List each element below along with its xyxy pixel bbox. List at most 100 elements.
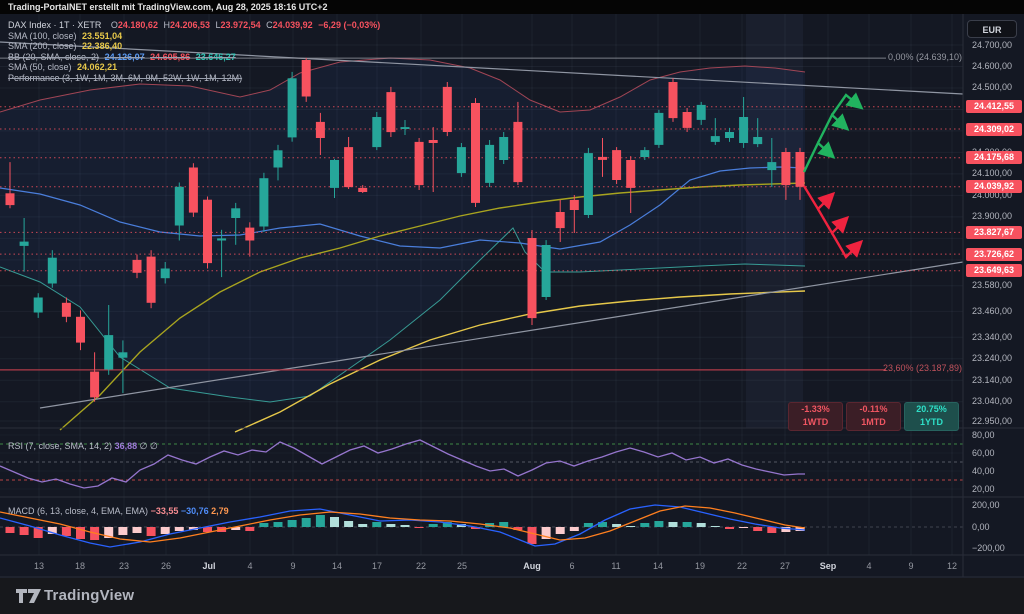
time-axis-label[interactable]: 17	[371, 561, 382, 571]
candle	[682, 112, 692, 128]
rsi-legend-row[interactable]: RSI (7, close, SMA, 14, 2) 36,88 ∅ ∅	[8, 441, 158, 452]
candle	[400, 127, 410, 129]
candle	[90, 371, 100, 398]
macd-histogram-bar	[132, 527, 142, 533]
time-axis-label[interactable]: 19	[694, 561, 705, 571]
candle	[485, 144, 495, 183]
sma50-label[interactable]: SMA (50, close)	[8, 62, 72, 72]
price-level-badge[interactable]: 24.175,68	[966, 151, 1022, 165]
macd-histogram-bar	[188, 527, 198, 530]
price-axis-label: 22.950,00	[972, 415, 1013, 426]
candle	[668, 82, 678, 119]
price-axis-label: 23.340,00	[972, 331, 1013, 342]
time-axis-month-label[interactable]: Sep	[819, 561, 837, 571]
sma200-label[interactable]: SMA (200, close)	[8, 41, 77, 51]
price-level-badge[interactable]: 24.039,92	[966, 180, 1022, 194]
macd-histogram-bar	[626, 526, 636, 527]
perf-period: 1MTD	[861, 417, 886, 427]
performance-label[interactable]: Performance (3, 1W, 1M, 3M, 6M, 9M, 52W,…	[8, 72, 243, 83]
time-axis-label[interactable]: 9	[290, 561, 296, 571]
macd-histogram-bar	[273, 522, 283, 527]
time-axis-label[interactable]: 23	[118, 561, 129, 571]
candle	[358, 187, 368, 192]
macd-axis-label: 0,00	[972, 521, 990, 532]
macd-histogram-bar	[781, 527, 791, 532]
macd-histogram-bar	[725, 527, 734, 529]
rsi-line	[0, 439, 805, 489]
time-axis-label[interactable]: 22	[415, 561, 426, 571]
tradingview-logo-icon[interactable]	[16, 587, 42, 605]
time-axis-label[interactable]: 6	[569, 561, 575, 571]
macd-histogram-bar	[400, 525, 410, 527]
time-axis-month-label[interactable]: Aug	[523, 561, 541, 571]
sma100-legend-row[interactable]: SMA (100, close) 23.551,04	[8, 31, 383, 42]
price-level-badge[interactable]: 24.309,02	[966, 122, 1022, 136]
time-axis-label[interactable]: 12	[946, 561, 957, 571]
candle	[442, 86, 452, 132]
low-value: 23.972,54	[220, 20, 261, 30]
time-axis-month-label[interactable]: Jul	[202, 561, 216, 571]
rsi-axis-label: 60,00	[972, 447, 995, 458]
time-axis-label[interactable]: 18	[74, 561, 85, 571]
forecast-arrows-up[interactable]	[802, 92, 864, 173]
time-axis-label[interactable]: 27	[779, 561, 790, 571]
macd-label[interactable]: MACD (6, 13, close, 4, EMA, EMA)	[8, 506, 149, 516]
price-level-badge[interactable]: 23.649,63	[966, 264, 1022, 278]
rsi-axis-label: 20,00	[972, 483, 995, 494]
currency-button[interactable]: EUR	[967, 20, 1017, 38]
price-level-badge[interactable]: 23.827,67	[966, 225, 1022, 239]
sma50-legend-row[interactable]: SMA (50, close) 24.062,21	[8, 62, 383, 73]
sma100-label[interactable]: SMA (100, close)	[8, 30, 77, 41]
price-axis-label: 24.000,00	[972, 189, 1013, 200]
time-axis-label[interactable]: 9	[908, 561, 914, 571]
sma200-legend-row[interactable]: SMA (200, close) 22.386,40	[8, 41, 383, 52]
time-axis-label[interactable]: 25	[456, 561, 467, 571]
candle	[301, 60, 311, 97]
candle	[513, 121, 523, 183]
bb-label[interactable]: BB (20, SMA, close, 2)	[8, 51, 100, 62]
time-axis-label[interactable]: 26	[160, 561, 171, 571]
time-axis-label[interactable]: 14	[331, 561, 342, 571]
fib-0-label: 0,00% (24.639,10)	[887, 52, 962, 62]
bb-legend-row[interactable]: BB (20, SMA, close, 2) 24.126,07 24.605,…	[8, 52, 383, 63]
symbol-title[interactable]: DAX Index · 1T · XETR	[8, 20, 102, 30]
rsi-label[interactable]: RSI (7, close, SMA, 14, 2)	[8, 441, 113, 451]
candle	[287, 78, 297, 138]
fib-retracement[interactable]	[0, 57, 886, 371]
performance-legend-row[interactable]: Performance (3, 1W, 1M, 3M, 6M, 9M, 52W,…	[8, 73, 383, 84]
macd-histogram-bar	[428, 524, 438, 527]
candle	[598, 156, 607, 160]
time-axis-label[interactable]: 4	[866, 561, 872, 571]
candle	[428, 140, 438, 143]
candle	[217, 238, 227, 241]
low-label: L	[215, 20, 221, 30]
macd-histogram-bar	[245, 527, 255, 531]
candle	[33, 297, 43, 313]
price-level-badge[interactable]: 23.726,62	[966, 247, 1022, 261]
sma200-value: 22.386,40	[82, 41, 123, 51]
sma100-line	[234, 290, 806, 433]
price-alert-lines[interactable]	[0, 106, 963, 272]
price-level-badge[interactable]: 24.412,55	[966, 100, 1022, 114]
sma50-value: 24.062,21	[77, 62, 118, 72]
macd-histogram-bar	[5, 527, 15, 533]
candle	[146, 256, 156, 303]
macd-histogram-bar	[682, 522, 692, 527]
trendlines[interactable]	[0, 41, 964, 409]
forecast-arrows-down[interactable]	[802, 185, 864, 259]
candle	[273, 150, 283, 168]
time-axis-label[interactable]: 14	[652, 561, 663, 571]
macd-histogram-bar	[76, 527, 85, 539]
tradingview-brand-text[interactable]: TradingView	[44, 587, 135, 604]
time-axis-label[interactable]: 13	[33, 561, 44, 571]
time-axis-label[interactable]: 11	[611, 561, 621, 571]
ascending-trendline	[39, 261, 964, 409]
macd-histogram-bar	[710, 526, 720, 527]
macd-legend-row[interactable]: MACD (6, 13, close, 4, EMA, EMA) −33,55 …	[8, 506, 229, 516]
symbol-legend-row[interactable]: DAX Index · 1T · XETR O24.180,62 H24.206…	[8, 20, 383, 31]
candles-layer[interactable]	[5, 57, 805, 402]
time-axis-label[interactable]: 4	[247, 561, 253, 571]
time-axis-label[interactable]: 22	[736, 561, 747, 571]
